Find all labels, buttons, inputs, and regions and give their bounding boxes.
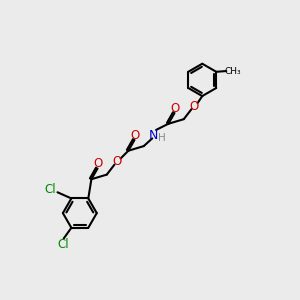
Text: N: N [149, 129, 158, 142]
Text: O: O [130, 129, 140, 142]
Text: O: O [171, 102, 180, 115]
Text: Cl: Cl [45, 183, 56, 196]
Text: O: O [189, 100, 198, 112]
Text: Cl: Cl [57, 238, 69, 251]
Text: H: H [158, 133, 165, 142]
Text: O: O [94, 157, 103, 170]
Text: CH₃: CH₃ [224, 67, 241, 76]
Text: O: O [112, 155, 122, 168]
